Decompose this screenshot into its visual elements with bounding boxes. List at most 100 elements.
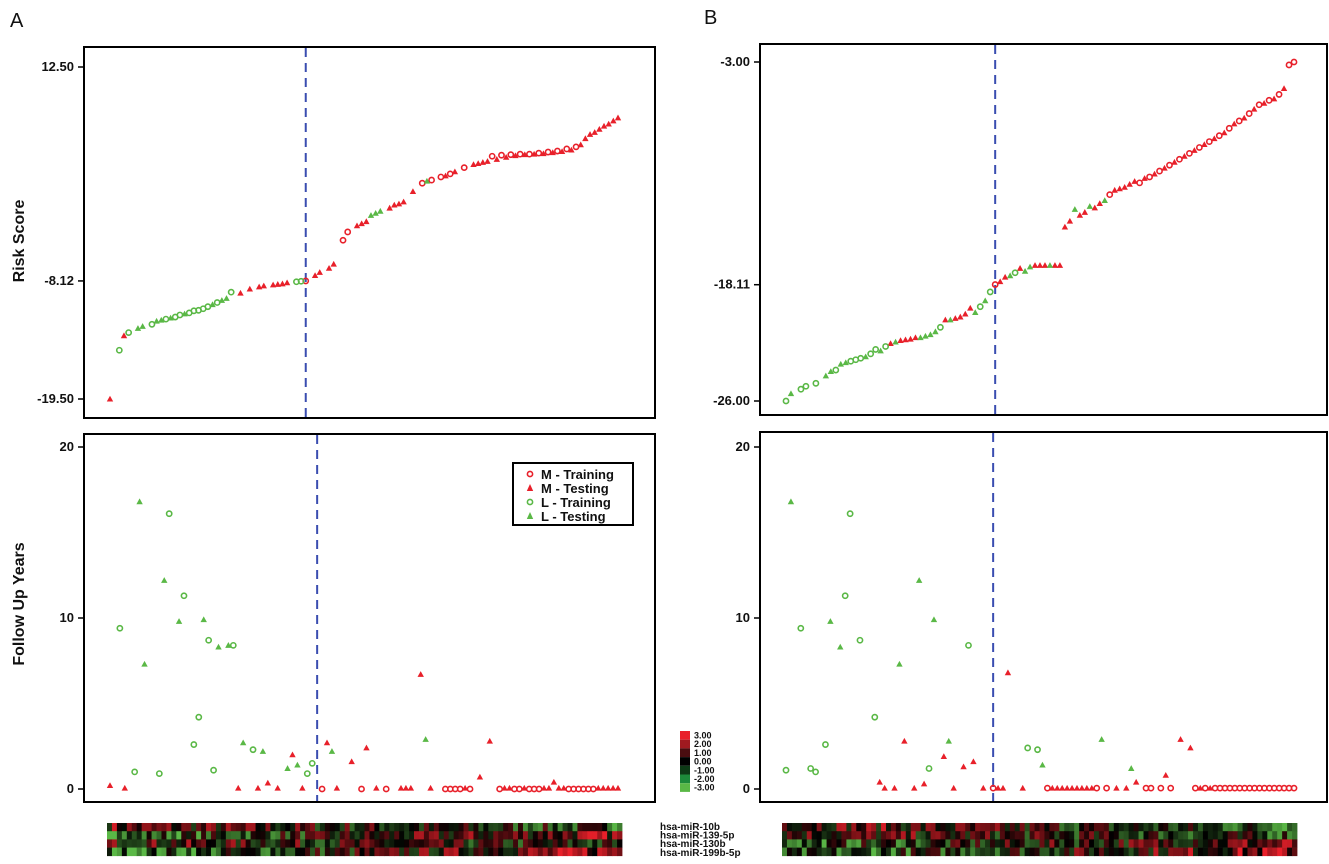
- heatmap-cell: [582, 823, 588, 832]
- heatmap-cell: [364, 823, 370, 832]
- heatmap-cell: [1163, 847, 1169, 857]
- heatmap-cell: [255, 839, 261, 848]
- heatmap-cell: [816, 831, 823, 840]
- data-point: [610, 117, 617, 124]
- heatmap-cell: [1128, 823, 1134, 832]
- color-scale-label: -3.00: [694, 783, 715, 793]
- heatmap-cell: [811, 831, 818, 840]
- heatmap-cell: [1049, 823, 1055, 832]
- data-point: [409, 188, 417, 194]
- heatmap-cell: [171, 823, 177, 832]
- heatmap-cell: [994, 823, 1001, 832]
- heatmap-cell: [270, 831, 276, 840]
- data-point: [920, 780, 928, 787]
- heatmap-cell: [597, 831, 603, 840]
- data-point: [994, 784, 1002, 791]
- data-point: [474, 160, 482, 166]
- heatmap-cell: [811, 823, 818, 832]
- heatmap-cell: [1009, 847, 1016, 857]
- heatmap-cell: [527, 823, 534, 832]
- data-point: [1151, 170, 1158, 177]
- heatmap-cell: [1267, 839, 1273, 848]
- heatmap-cell: [146, 831, 152, 840]
- heatmap-cell: [1024, 839, 1030, 848]
- heatmap-cell: [930, 847, 936, 857]
- heatmap-cell: [1084, 839, 1090, 848]
- color-scale-swatch: [680, 774, 690, 784]
- data-point: [600, 784, 607, 791]
- heatmap-cell: [265, 823, 271, 832]
- heatmap-cell: [999, 831, 1006, 840]
- heatmap-cell: [1148, 831, 1154, 840]
- heatmap-cell: [945, 831, 951, 840]
- heatmap-cell: [250, 831, 256, 840]
- heatmap-cell: [1133, 847, 1139, 857]
- heatmap-cell: [925, 847, 931, 857]
- heatmap-cell: [965, 839, 971, 848]
- heatmap-cell: [1267, 831, 1273, 840]
- heatmap-cell: [602, 839, 608, 848]
- heatmap-cell: [955, 831, 961, 840]
- series-m-training: [318, 785, 597, 793]
- heatmap-cell: [1227, 839, 1234, 848]
- data-point: [1123, 784, 1130, 791]
- heatmap-cell: [572, 839, 578, 848]
- heatmap-cell: [245, 831, 251, 840]
- heatmap-cell: [443, 823, 450, 832]
- heatmap-cell: [146, 839, 152, 848]
- heatmap-cell: [935, 831, 941, 840]
- heatmap-cell: [861, 831, 867, 840]
- heatmap-cell: [1212, 847, 1219, 857]
- heatmap-cell: [1138, 823, 1144, 832]
- heatmap-cell: [1108, 823, 1115, 832]
- heatmap-cell: [186, 823, 192, 832]
- heatmap-cell: [965, 823, 971, 832]
- heatmap-cell: [607, 847, 613, 857]
- heatmap-cell: [186, 831, 192, 840]
- heatmap-cell: [989, 847, 996, 857]
- data-point: [274, 281, 281, 287]
- heatmap-cell: [1232, 823, 1238, 832]
- heatmap-cell: [1039, 831, 1045, 840]
- heatmap-cell: [329, 831, 336, 840]
- heatmap-cell: [532, 847, 539, 857]
- heatmap-cell: [478, 831, 484, 840]
- heatmap-cell: [280, 831, 286, 840]
- data-point: [333, 784, 341, 791]
- heatmap-cell: [275, 823, 281, 832]
- heatmap-cell: [1183, 831, 1189, 840]
- data-point: [451, 168, 459, 175]
- heatmap-cell: [275, 847, 281, 857]
- data-point: [787, 390, 795, 397]
- heatmap-cell: [1113, 831, 1120, 840]
- heatmap-cell: [1009, 831, 1016, 840]
- heatmap-cell: [473, 831, 479, 840]
- heatmap-cell: [136, 839, 143, 848]
- heatmap-cell: [602, 831, 608, 840]
- legend-label: M - Testing: [541, 481, 609, 496]
- series-m-testing: [106, 114, 622, 402]
- heatmap-cell: [1257, 839, 1263, 848]
- heatmap-cell: [1074, 831, 1080, 840]
- heatmap-cell: [975, 847, 981, 857]
- heatmap-cell: [1029, 823, 1035, 832]
- heatmap-cell: [856, 831, 862, 840]
- heatmap-cell: [151, 839, 157, 848]
- heatmap-cell: [811, 847, 818, 857]
- heatmap-cell: [1163, 823, 1169, 832]
- heatmap-cell: [1277, 831, 1283, 840]
- data-point: [1103, 784, 1110, 792]
- heatmap-cell: [782, 839, 788, 848]
- heatmap-cell: [542, 839, 549, 848]
- heatmap-cell: [806, 839, 813, 848]
- heatmap-cell: [344, 847, 351, 857]
- heatmap-cell: [1282, 831, 1288, 840]
- heatmap-cell: [344, 839, 351, 848]
- heatmap-cell: [215, 839, 222, 848]
- data-point: [911, 784, 918, 791]
- heatmap-cell: [418, 831, 425, 840]
- data-point: [1076, 211, 1084, 218]
- heatmap-cell: [1227, 831, 1234, 840]
- data-point: [165, 510, 173, 518]
- heatmap-cell: [885, 831, 892, 840]
